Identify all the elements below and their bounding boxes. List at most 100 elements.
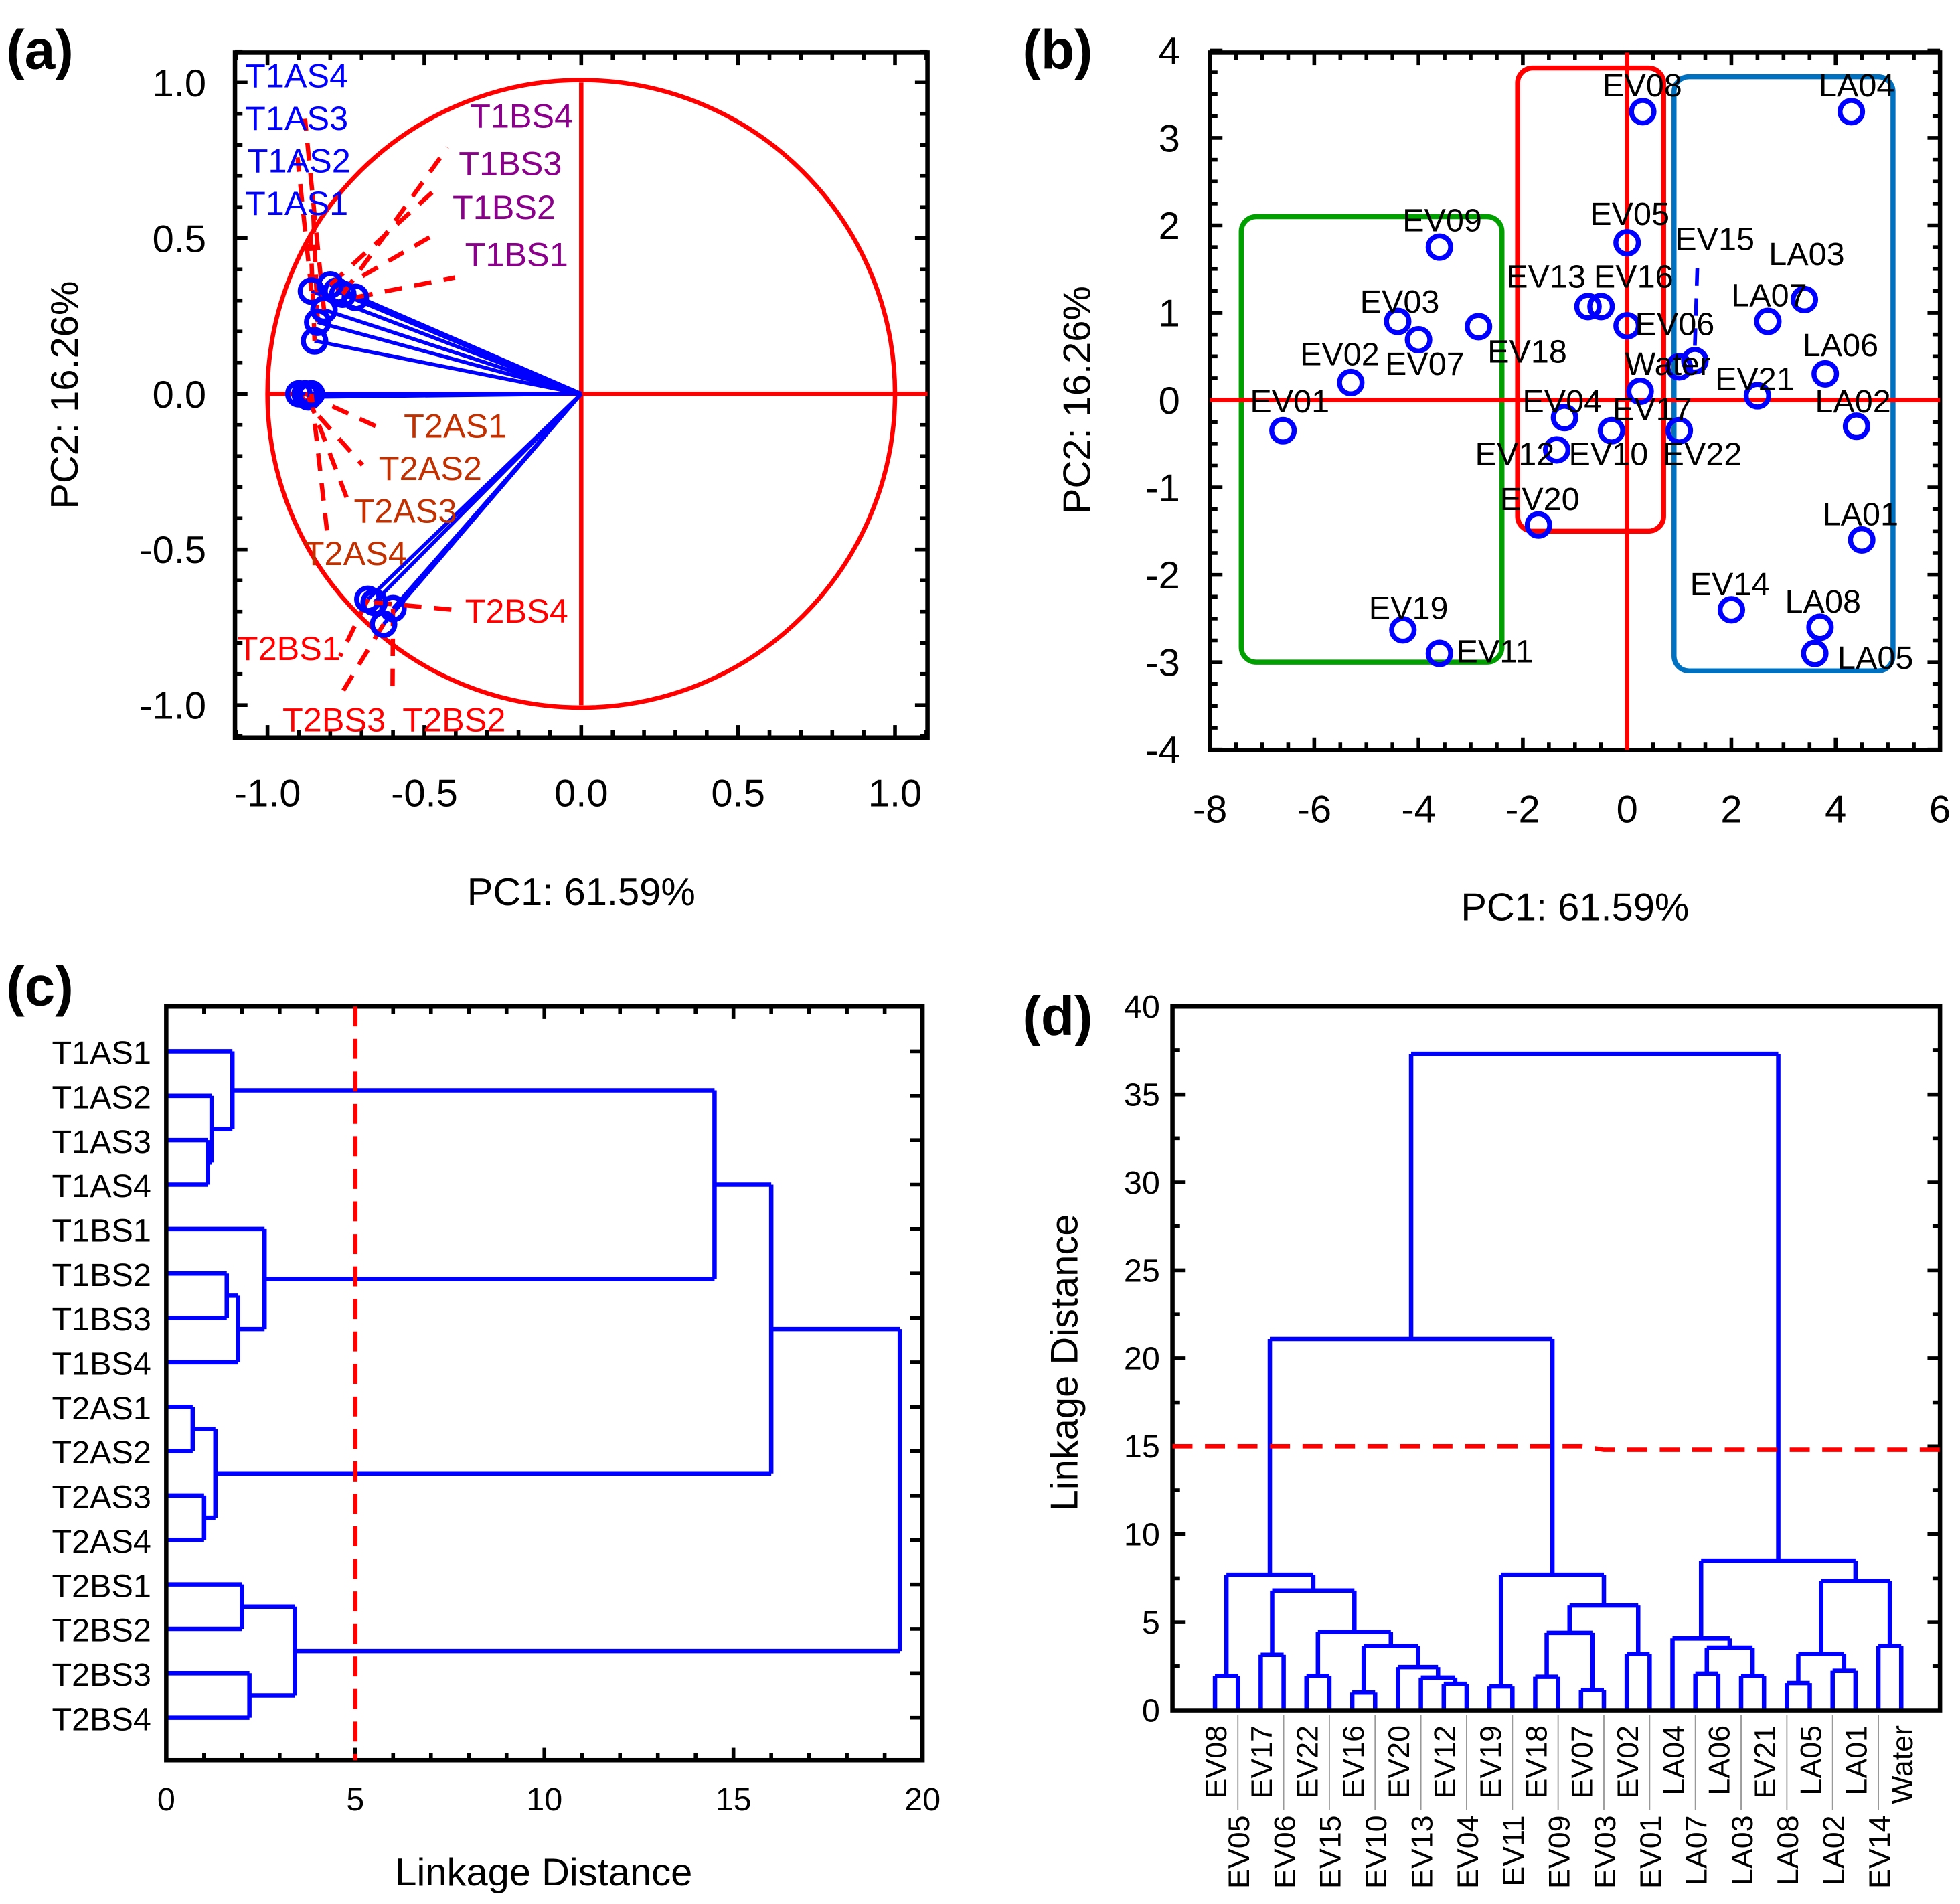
leaf-label-T1BS1: T1BS1 <box>52 1213 151 1249</box>
score-point-EV12 <box>1542 436 1571 464</box>
score-point-LA03 <box>1790 285 1819 314</box>
loading-vector-T1AS4 <box>323 308 582 396</box>
score-label-EV07: EV07 <box>1385 346 1465 382</box>
score-point-EV15 <box>1681 347 1709 375</box>
y-tick-label: 4 <box>1159 30 1180 73</box>
leaf-label-T2AS3: T2AS3 <box>52 1480 151 1516</box>
score-label-EV01: EV01 <box>1250 384 1329 420</box>
score-label-LA07: LA07 <box>1731 278 1807 314</box>
score-label-EV13: EV13 <box>1506 259 1586 295</box>
x-tick-label: 4 <box>1825 789 1846 831</box>
score-label-EV03: EV03 <box>1360 284 1440 320</box>
leaf-label-EV22: EV22 <box>1291 1725 1325 1799</box>
y-tick-label: 25 <box>1124 1253 1160 1289</box>
cut-line <box>1172 1444 1941 1452</box>
leaf-label-T2AS1: T2AS1 <box>52 1391 151 1427</box>
score-label-Water: Water <box>1625 346 1711 382</box>
loading-label-T1BS1: T1BS1 <box>465 236 568 274</box>
score-point-LA07 <box>1754 307 1782 335</box>
score-point-EV17 <box>1626 377 1654 406</box>
leader-line-T2AS4 <box>309 393 330 536</box>
leaf-label-EV12: EV12 <box>1428 1725 1462 1799</box>
loading-vector-T1BS4 <box>342 292 582 396</box>
leaf-label-EV08: EV08 <box>1200 1725 1233 1799</box>
leaf-label-EV11: EV11 <box>1497 1815 1530 1886</box>
leaf-label-EV13: EV13 <box>1405 1815 1439 1889</box>
loading-label-T2AS2: T2AS2 <box>379 449 482 487</box>
leaf-label-T2BS3: T2BS3 <box>52 1657 151 1693</box>
leaf-label-LA05: LA05 <box>1794 1725 1827 1796</box>
score-point-EV02 <box>1337 368 1365 397</box>
loading-label-T1AS2: T1AS2 <box>248 142 351 180</box>
loading-label-T1AS3: T1AS3 <box>245 99 348 137</box>
leaf-label-LA07: LA07 <box>1680 1815 1713 1885</box>
leaf-label-LA08: LA08 <box>1771 1815 1805 1885</box>
score-label-EV06: EV06 <box>1635 306 1714 342</box>
loading-label-T1BS4: T1BS4 <box>470 96 573 135</box>
y-tick-label: 0 <box>1159 380 1180 422</box>
cluster-box-red <box>1515 65 1666 534</box>
leaf-label-EV06: EV06 <box>1268 1815 1301 1889</box>
leaf-label-EV03: EV03 <box>1588 1815 1622 1889</box>
leaf-label-EV20: EV20 <box>1382 1725 1416 1799</box>
loading-point-T2AS3 <box>295 383 323 411</box>
score-label-LA06: LA06 <box>1803 327 1878 364</box>
leaf-label-T2BS4: T2BS4 <box>52 1701 151 1737</box>
score-point-EV16 <box>1587 293 1615 321</box>
score-point-Water <box>1665 353 1694 381</box>
score-label-LA01: LA01 <box>1823 496 1898 532</box>
score-point-LA04 <box>1838 98 1866 126</box>
x-tick-label: 0.5 <box>711 772 764 815</box>
score-point-EV10 <box>1597 416 1625 445</box>
x-tick-label: -4 <box>1401 789 1435 831</box>
panel-c-frame <box>164 1004 925 1763</box>
leaf-label-EV02: EV02 <box>1611 1725 1645 1799</box>
x-tick-label: 1.0 <box>868 772 922 815</box>
leaf-label-T1BS3: T1BS3 <box>52 1301 151 1338</box>
score-point-LA08 <box>1806 613 1834 641</box>
leaf-label-T1AS2: T1AS2 <box>52 1079 151 1115</box>
score-point-LA06 <box>1811 360 1840 388</box>
loading-vector-T2BS3 <box>382 392 583 626</box>
panel-a-ylabel: PC2: 16.26% <box>44 281 86 509</box>
score-label-EV04: EV04 <box>1522 384 1602 420</box>
panel-c-xlabel: Linkage Distance <box>395 1851 692 1894</box>
panel-label-d: (d) <box>1022 986 1092 1047</box>
score-label-EV08: EV08 <box>1603 68 1682 104</box>
cluster-box-steel <box>1671 74 1896 673</box>
panel-c-dendrogram: T1AS1 T1AS2 T1AS3 T1AS4 T1BS1 T1BS2 T1BS3 T1BS4… <box>52 1004 941 1818</box>
y-tick-label: 5 <box>1142 1605 1160 1641</box>
loading-label-T2BS3: T2BS3 <box>282 700 386 738</box>
loading-vector-T1AS1 <box>314 339 582 396</box>
y-tick-label: -3 <box>1145 642 1179 685</box>
score-point-EV19 <box>1389 616 1417 644</box>
x-tick-label: 0.0 <box>554 772 608 815</box>
panel-b-xlabel: PC1: 61.59% <box>1461 886 1689 929</box>
score-point-EV22 <box>1665 416 1694 445</box>
x-tick-label: 5 <box>346 1781 364 1818</box>
score-label-LA04: LA04 <box>1819 68 1894 104</box>
y-tick-label: 1 <box>1159 293 1180 335</box>
panel-a-loadings-plot: -1.0 -0.5 0.0 0.5 1.0 1.0 0.5 0.0 -0.5 -1.0 T1AS1 T… <box>139 49 930 815</box>
y-tick-label: 10 <box>1124 1517 1160 1553</box>
leader-line-EV15 <box>1693 262 1700 346</box>
score-label-EV10: EV10 <box>1569 437 1649 473</box>
leaf-label-EV07: EV07 <box>1566 1725 1599 1799</box>
leader-line-T2BS3 <box>335 623 386 702</box>
y-tick-label: 1.0 <box>153 62 206 105</box>
leaf-label-Water: Water <box>1886 1725 1919 1804</box>
leaf-label-T1AS1: T1AS1 <box>52 1035 151 1071</box>
score-label-EV18: EV18 <box>1487 334 1567 370</box>
leaf-label-EV10: EV10 <box>1360 1815 1393 1889</box>
score-label-EV05: EV05 <box>1590 196 1669 232</box>
x-tick-label: 0 <box>1617 789 1638 831</box>
loading-vector-T1AS2 <box>317 320 582 396</box>
leader-line-T1BS2 <box>335 229 441 293</box>
panel-b-ylabel: PC2: 16.26% <box>1056 286 1098 514</box>
leaf-label-T2BS1: T2BS1 <box>52 1568 151 1604</box>
leaf-label-EV19: EV19 <box>1474 1725 1507 1799</box>
y-tick-label: 0.0 <box>153 374 206 416</box>
leaf-label-EV17: EV17 <box>1245 1725 1279 1799</box>
score-point-EV20 <box>1524 511 1552 539</box>
y-tick-label: 15 <box>1124 1429 1160 1465</box>
